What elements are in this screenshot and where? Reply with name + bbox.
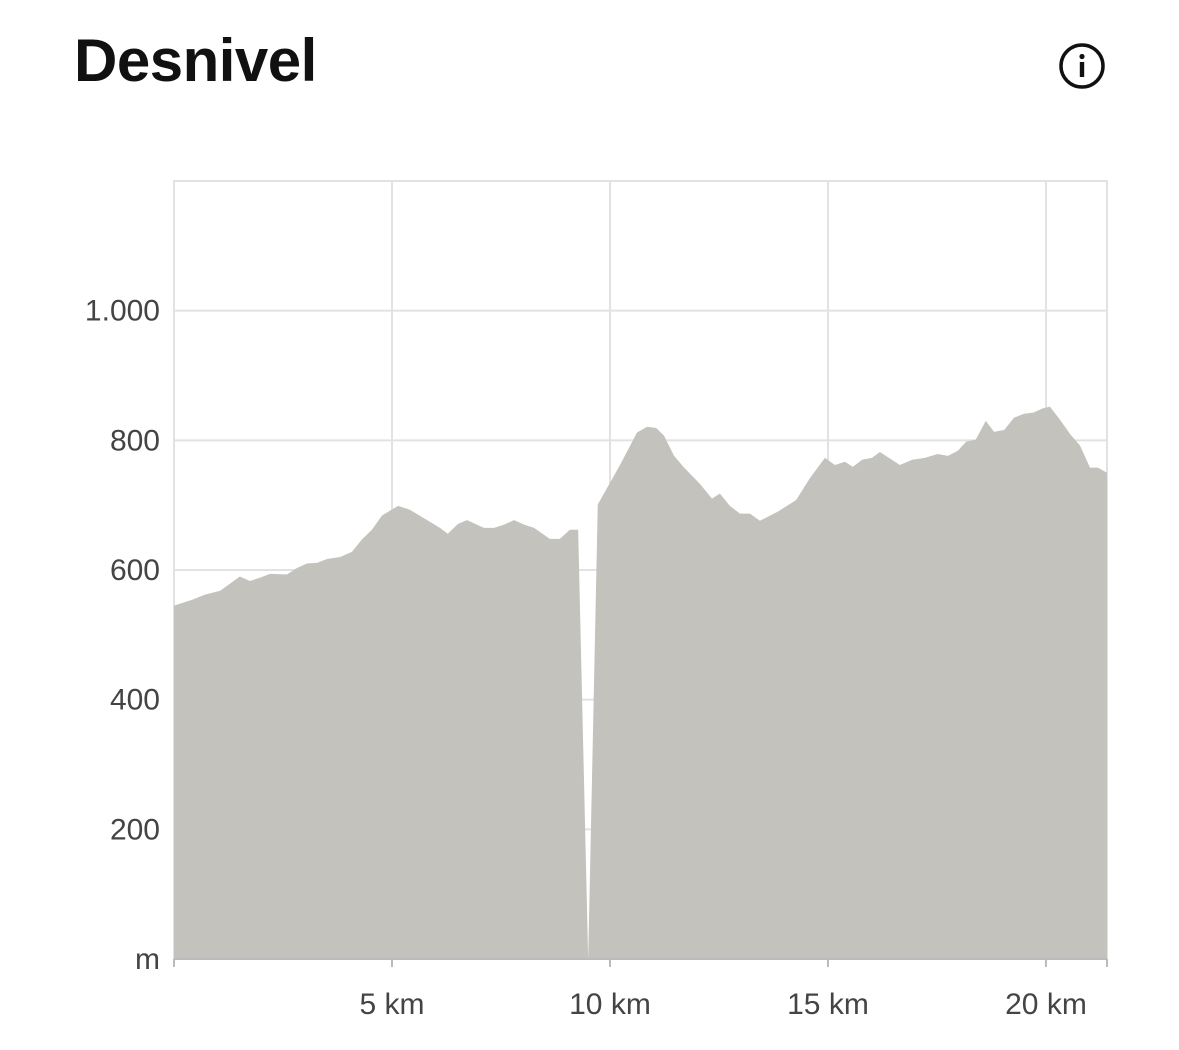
y-tick-label: m	[135, 943, 160, 976]
y-tick-label: 800	[110, 424, 160, 457]
y-tick-label: 1.000	[85, 295, 160, 328]
x-tick-label: 15 km	[787, 988, 869, 1021]
y-tick-label: 600	[110, 554, 160, 587]
elevation-area	[174, 406, 1107, 959]
x-tick-label: 10 km	[569, 988, 651, 1021]
page-title: Desnivel	[74, 27, 317, 94]
info-button[interactable]	[1058, 42, 1106, 90]
x-tick-label: 5 km	[359, 988, 424, 1021]
y-tick-label: 200	[110, 813, 160, 846]
x-tick-label: 20 km	[1005, 988, 1087, 1021]
y-tick-label: 400	[110, 684, 160, 717]
